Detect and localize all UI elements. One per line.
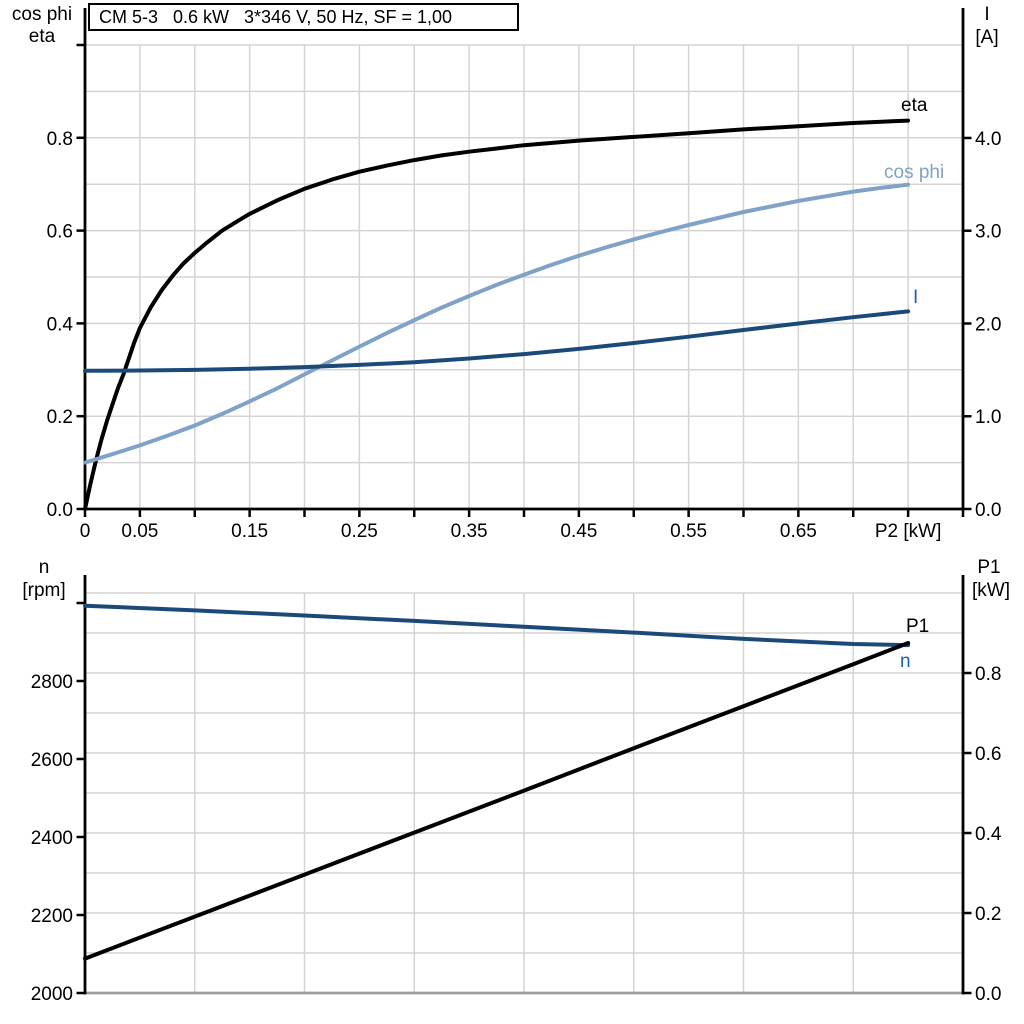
right-tick-label: 2.0 [975,314,1001,335]
top-left-axis-label-cos-phi: cos phi [11,4,73,25]
x-tick-label: 0.05 [121,521,158,542]
right-tick-label: 0.0 [975,500,1001,521]
curve-label-P1: P1 [906,616,930,637]
x-tick-label: 0.45 [560,521,597,542]
curve-speed [83,603,911,648]
curve-label-current: I [913,287,919,308]
left-tick-label: 2400 [31,828,73,849]
left-tick-label: 2000 [31,984,73,1005]
chart-title-box: CM 5-3 0.6 kW 3*346 V, 50 Hz, SF = 1,00 [88,3,519,31]
left-tick-label: 0.0 [47,500,73,521]
right-tick-label: 0.6 [975,744,1001,765]
curve-cos-phi [83,182,911,465]
left-tick-label: 0.8 [47,129,73,150]
bottom-left-axis-label-unit-rpm: [rpm] [22,580,66,601]
right-tick-label: 1.0 [975,407,1001,428]
top-right-axis-label-unit-A: [A] [975,27,999,48]
bottom-right-axis-label-unit-kW: [kW] [972,580,1010,601]
x-axis-title: P2 [kW] [875,521,942,542]
top-left-axis-label-eta: eta [28,26,56,47]
x-tick-label: 0 [80,521,91,542]
left-tick-label: 2200 [31,906,73,927]
right-tick-label: 4.0 [975,129,1001,150]
right-tick-label: 0.8 [975,664,1001,685]
curve-label-cos-phi: cos phi [884,162,945,183]
curve-current [83,309,911,373]
bottom-right-axis-label-P1: P1 [977,557,1001,578]
right-tick-label: 3.0 [975,222,1001,243]
x-tick-label: 0.35 [451,521,488,542]
right-tick-label: 0.4 [975,824,1002,845]
x-tick-label: 0.25 [341,521,378,542]
top-right-axis-label-I: I [984,4,990,25]
left-tick-label: 0.2 [47,407,73,428]
left-tick-label: 0.4 [47,314,74,335]
curve-P1 [83,641,911,961]
curve-eta [83,118,911,511]
x-tick-label: 0.15 [231,521,268,542]
curve-label-n: n [900,651,911,672]
left-tick-label: 2800 [31,672,73,693]
curve-label-eta: eta [901,95,928,116]
right-tick-label: 0.0 [975,984,1001,1005]
x-tick-label: 0.55 [670,521,707,542]
x-tick-label: 0.65 [780,521,817,542]
left-tick-label: 0.6 [47,222,73,243]
right-tick-label: 0.2 [975,904,1001,925]
left-tick-label: 2600 [31,750,73,771]
bottom-left-axis-label-n: n [38,557,50,578]
